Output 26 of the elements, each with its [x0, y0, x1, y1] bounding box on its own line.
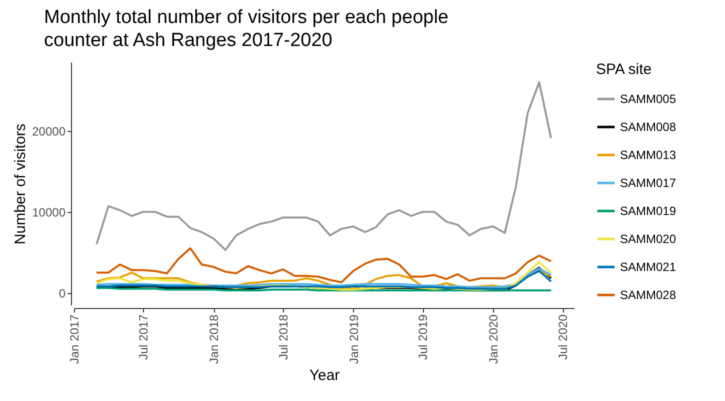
x-tick-label: Jul 2017 [136, 314, 151, 360]
legend-label: SAMM008 [620, 120, 676, 134]
legend-label: SAMM019 [620, 204, 676, 218]
y-tick-label: 20000 [32, 124, 66, 138]
x-tick-label: Jan 2020 [486, 314, 500, 364]
x-tick-label: Jul 2018 [276, 314, 290, 360]
x-tick-label: Jan 2018 [207, 314, 222, 364]
legend-title: SPA site [596, 61, 652, 78]
line-series [96, 261, 552, 291]
chart-title: Monthly total number of visitors per each people counter at Ash Ranges 2017-2020 [44, 7, 448, 51]
y-tick-label: 10000 [32, 205, 66, 220]
x-tick-label: Jan 2017 [68, 314, 82, 364]
y-tick-label: 0 [58, 286, 66, 300]
x-axis-title: Year [309, 366, 340, 384]
legend-label: SAMM028 [620, 288, 676, 302]
line-series [96, 247, 552, 284]
legend-label: SAMM020 [620, 232, 676, 246]
line-series [96, 81, 552, 251]
legend-label: SAMM017 [620, 176, 676, 190]
legend-label: SAMM021 [620, 260, 676, 274]
legend-label: SAMM005 [620, 92, 676, 106]
x-tick-label: Jul 2020 [556, 314, 570, 360]
y-axis-title: Number of visitors [12, 124, 30, 244]
legend-label: SAMM013 [620, 148, 676, 162]
x-tick-label: Jan 2019 [346, 314, 361, 364]
x-tick-label: Jul 2019 [416, 314, 430, 360]
